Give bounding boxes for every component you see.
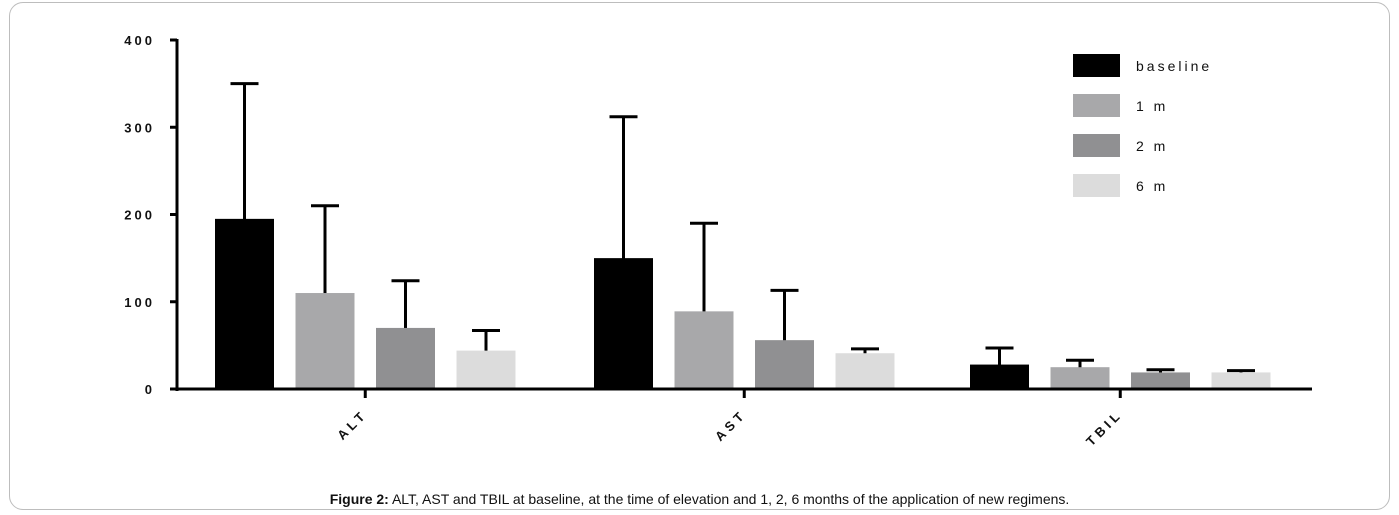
legend-swatch-1m	[1073, 94, 1120, 117]
bar-tbil-6m	[1211, 372, 1271, 389]
bar-chart: 0 100 200 300 400 ALT AST TBIL baseline 1 m 2 m 6 …	[124, 33, 1312, 449]
y-tick-label-400: 400	[124, 33, 155, 48]
legend-label-1m: 1 m	[1136, 98, 1168, 114]
bar-ast-1m	[674, 311, 734, 389]
y-tick-label-200: 200	[124, 208, 155, 223]
bar-tbil-2m	[1131, 372, 1190, 389]
axes-layer: 0 100 200 300 400 ALT AST TBIL	[124, 33, 1312, 449]
caption-text: ALT, AST and TBIL at baseline, at the ti…	[388, 491, 1070, 507]
bar-ast-6m	[835, 353, 895, 389]
legend-label-6m: 6 m	[1136, 178, 1168, 194]
legend-label-2m: 2 m	[1136, 138, 1168, 154]
caption-label: Figure 2:	[329, 491, 389, 507]
legend-swatch-6m	[1073, 174, 1120, 197]
bar-alt-6m	[456, 350, 516, 389]
bar-alt-baseline	[215, 218, 274, 389]
bar-ast-2m	[755, 340, 814, 389]
x-tick-label-tbil: TBIL	[1083, 407, 1125, 449]
y-tick-label-100: 100	[124, 295, 155, 310]
bar-alt-1m	[295, 293, 355, 389]
bar-ast-baseline	[594, 258, 653, 389]
figure-caption: Figure 2: ALT, AST and TBIL at baseline,…	[0, 491, 1399, 507]
x-tick-label-ast: AST	[712, 407, 749, 444]
y-tick-label-300: 300	[124, 120, 155, 135]
bar-tbil-1m	[1050, 367, 1110, 389]
bar-alt-2m	[376, 327, 435, 389]
legend-swatch-2m	[1073, 134, 1120, 157]
legend-swatch-baseline	[1073, 54, 1120, 77]
bars-layer	[215, 82, 1271, 389]
legend-label-baseline: baseline	[1136, 58, 1212, 74]
legend: baseline 1 m 2 m 6 m	[1073, 54, 1212, 197]
x-tick-label-alt: ALT	[334, 407, 370, 443]
y-tick-label-0: 0	[145, 382, 155, 397]
bar-tbil-baseline	[970, 364, 1029, 389]
